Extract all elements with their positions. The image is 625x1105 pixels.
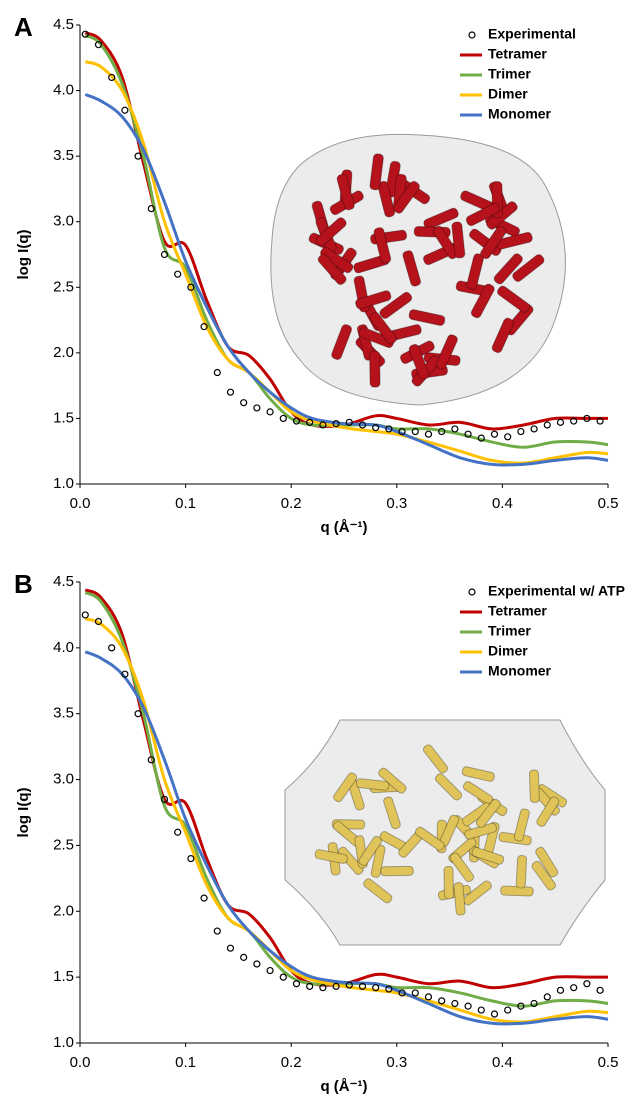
cylinder [516,855,527,888]
legend-label: Trimer [488,66,531,82]
data-point [531,426,537,432]
legend-label: Tetramer [488,46,547,62]
panel-label: A [14,12,33,42]
cylinder [529,770,539,803]
y-tick-label: 3.0 [53,771,74,788]
data-point [491,1011,497,1017]
data-point [505,1007,511,1013]
x-tick-label: 0.2 [281,1054,302,1071]
data-point [227,389,233,395]
x-tick-label: 0.5 [598,495,619,512]
data-point [175,271,181,277]
y-tick-label: 4.5 [53,16,74,33]
cylinder [370,351,381,387]
data-point [82,612,88,618]
x-axis-title: q (Å⁻¹) [320,519,367,536]
data-point [518,429,524,435]
x-tick-label: 0.1 [175,495,196,512]
panel-label: B [14,569,33,599]
y-axis-title: log I(q) [15,230,32,280]
legend-label: Trimer [488,623,531,639]
legend-label: Experimental w/ ATP [488,583,625,599]
data-point [491,431,497,437]
x-tick-label: 0.4 [492,1054,513,1071]
data-point [122,107,128,113]
y-tick-label: 3.0 [53,213,74,230]
x-tick-label: 0.5 [598,1054,619,1071]
legend-label: Experimental [488,26,576,42]
legend-label: Monomer [488,106,552,122]
data-point [557,419,563,425]
y-tick-label: 1.0 [53,1034,74,1051]
structure-a [271,134,566,405]
y-tick-label: 3.5 [53,705,74,722]
data-point [505,434,511,440]
y-tick-label: 4.0 [53,82,74,99]
data-point [571,985,577,991]
data-point [267,409,273,415]
data-point [544,422,550,428]
data-point [452,1000,458,1006]
data-point [478,1007,484,1013]
data-point [175,829,181,835]
y-tick-label: 1.0 [53,475,74,492]
y-tick-label: 2.0 [53,344,74,361]
x-tick-label: 0.3 [386,1054,407,1071]
data-point [544,994,550,1000]
x-axis-title: q (Å⁻¹) [320,1078,367,1095]
data-point [557,987,563,993]
data-point [425,431,431,437]
data-point [188,856,194,862]
data-point [227,945,233,951]
data-point [214,928,220,934]
legend-marker [469,589,475,595]
data-point [254,405,260,411]
y-tick-label: 1.5 [53,968,74,985]
x-tick-label: 0.4 [492,495,513,512]
data-point [201,895,207,901]
data-point [280,415,286,421]
y-tick-label: 4.5 [53,573,74,590]
data-point [452,426,458,432]
data-point [465,1003,471,1009]
data-point [439,998,445,1004]
structure-b [285,720,605,945]
data-point [135,153,141,159]
legend-label: Monomer [488,663,552,679]
data-point [267,968,273,974]
data-point [412,990,418,996]
cylinder [381,866,414,876]
legend-marker [469,32,475,38]
data-point [584,981,590,987]
data-point [109,645,115,651]
y-tick-label: 2.5 [53,278,74,295]
data-point [241,954,247,960]
legend-label: Dimer [488,643,528,659]
data-point [135,711,141,717]
y-tick-label: 2.0 [53,902,74,919]
cylinder [444,866,454,899]
y-tick-label: 3.5 [53,147,74,164]
data-point [280,974,286,980]
data-point [214,370,220,376]
y-tick-label: 4.0 [53,639,74,656]
x-tick-label: 0.3 [386,495,407,512]
x-tick-label: 0.0 [70,495,91,512]
x-tick-label: 0.2 [281,495,302,512]
y-tick-label: 2.5 [53,836,74,853]
data-point [241,400,247,406]
data-point [597,987,603,993]
data-point [425,994,431,1000]
figure: 1.0 1.5 2.0 2.5 3.0 3.5 4.0 4.5 0.0 0.1 0.2 0.3 0.4 0… [0,0,625,1105]
y-axis-title: log I(q) [15,788,32,838]
x-tick-label: 0.1 [175,1054,196,1071]
data-point [293,981,299,987]
data-point [254,961,260,967]
y-tick-label: 1.5 [53,409,74,426]
legend-label: Tetramer [488,603,547,619]
x-tick-label: 0.0 [70,1054,91,1071]
legend-label: Dimer [488,86,528,102]
